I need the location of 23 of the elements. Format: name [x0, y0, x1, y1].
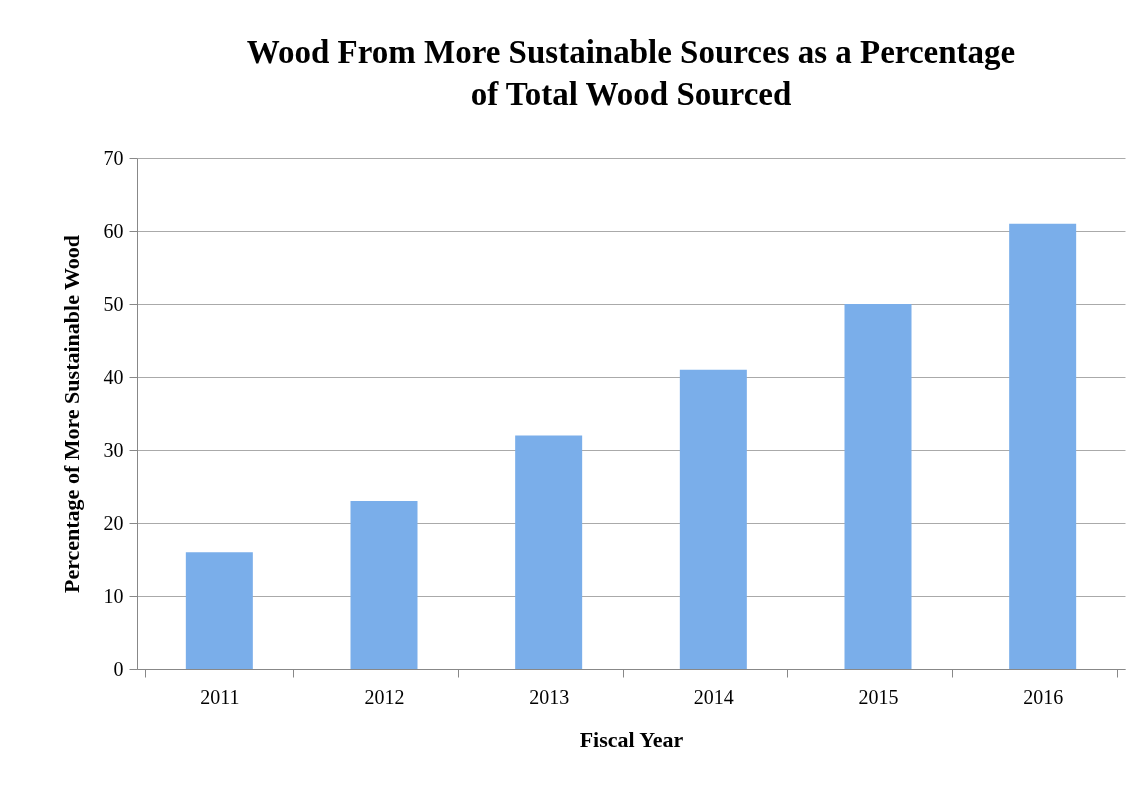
y-tick-label: 70 — [103, 146, 124, 169]
x-tick-label: 2012 — [364, 685, 405, 708]
y-tick-label: 20 — [103, 511, 124, 534]
bar — [185, 552, 253, 669]
y-axis-title: Percentage of More Sustainable Wood — [58, 234, 84, 594]
x-tick-label: 2016 — [1023, 685, 1064, 708]
bar — [1009, 223, 1077, 669]
x-tick-label: 2014 — [693, 685, 734, 708]
bar — [844, 304, 912, 669]
y-tick-label: 40 — [103, 365, 124, 388]
y-tick-label: 30 — [103, 438, 124, 461]
bar — [515, 435, 583, 669]
bar — [679, 369, 747, 669]
y-tick-label: 60 — [103, 219, 124, 242]
y-tick-label: 10 — [103, 584, 124, 607]
x-tick-label: 2015 — [858, 685, 899, 708]
bar — [350, 501, 418, 669]
y-tick-label: 0 — [113, 657, 124, 680]
x-axis-title: Fiscal Year — [579, 726, 684, 752]
chart-title: Wood From More Sustainable Sources as a Percentage of Total Wood Sourced — [246, 34, 1016, 112]
x-tick-label: 2011 — [200, 685, 240, 708]
y-tick-label: 50 — [103, 292, 124, 315]
x-tick-label: 2013 — [529, 685, 570, 708]
